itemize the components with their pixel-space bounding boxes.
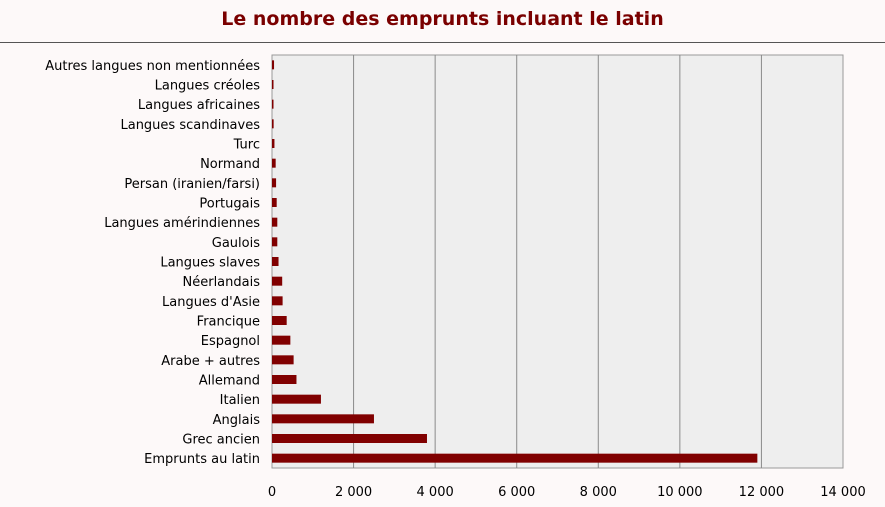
category-label: Grec ancien xyxy=(182,433,260,448)
bar xyxy=(272,394,321,404)
category-label: Langues amérindiennes xyxy=(104,216,260,231)
plot-area xyxy=(271,54,844,469)
category-label: Anglais xyxy=(213,413,261,428)
bar xyxy=(272,355,294,365)
category-label: Italien xyxy=(220,393,260,408)
bar xyxy=(272,296,283,306)
bar xyxy=(272,139,275,148)
category-label: Langues d'Asie xyxy=(162,295,260,310)
x-tick-label: 4 000 xyxy=(417,485,454,500)
category-label: Arabe + autres xyxy=(161,354,260,369)
bar xyxy=(272,60,275,70)
bar xyxy=(272,178,277,188)
x-tick-label: 0 xyxy=(268,485,276,500)
bar xyxy=(272,257,279,266)
x-tick-label: 10 000 xyxy=(657,485,703,500)
bar xyxy=(272,99,274,109)
bar xyxy=(272,119,274,129)
category-label: Espagnol xyxy=(201,334,260,349)
category-label: Gaulois xyxy=(212,236,260,251)
category-label: Turc xyxy=(233,138,260,153)
x-tick-label: 2 000 xyxy=(335,485,372,500)
bar xyxy=(272,434,427,443)
category-label: Langues slaves xyxy=(160,256,260,271)
category-label: Langues africaines xyxy=(138,98,260,113)
x-tick-label: 12 000 xyxy=(739,485,785,500)
category-label: Normand xyxy=(200,157,260,172)
bar xyxy=(272,276,283,286)
bar xyxy=(272,80,274,89)
bar xyxy=(272,158,276,168)
bar xyxy=(272,316,287,325)
bar xyxy=(272,237,278,247)
bar xyxy=(272,414,374,424)
x-tick-label: 8 000 xyxy=(580,485,617,500)
category-label: Néerlandais xyxy=(183,275,261,290)
category-label: Emprunts au latin xyxy=(144,452,260,467)
bar xyxy=(272,453,758,463)
category-label: Persan (iranien/farsi) xyxy=(124,177,260,192)
title-divider xyxy=(0,42,885,43)
category-label: Francique xyxy=(197,315,260,330)
bar xyxy=(272,217,278,227)
bar xyxy=(272,198,277,207)
bar xyxy=(272,335,291,345)
category-label: Langues créoles xyxy=(155,79,261,94)
bar xyxy=(272,375,297,384)
category-label: Autres langues non mentionnées xyxy=(45,59,260,74)
category-label: Portugais xyxy=(199,197,260,212)
category-label: Allemand xyxy=(199,374,260,389)
chart-title: Le nombre des emprunts incluant le latin xyxy=(221,8,664,30)
category-label: Langues scandinaves xyxy=(120,118,260,133)
x-tick-label: 14 000 xyxy=(820,485,866,500)
x-tick-label: 6 000 xyxy=(498,485,535,500)
